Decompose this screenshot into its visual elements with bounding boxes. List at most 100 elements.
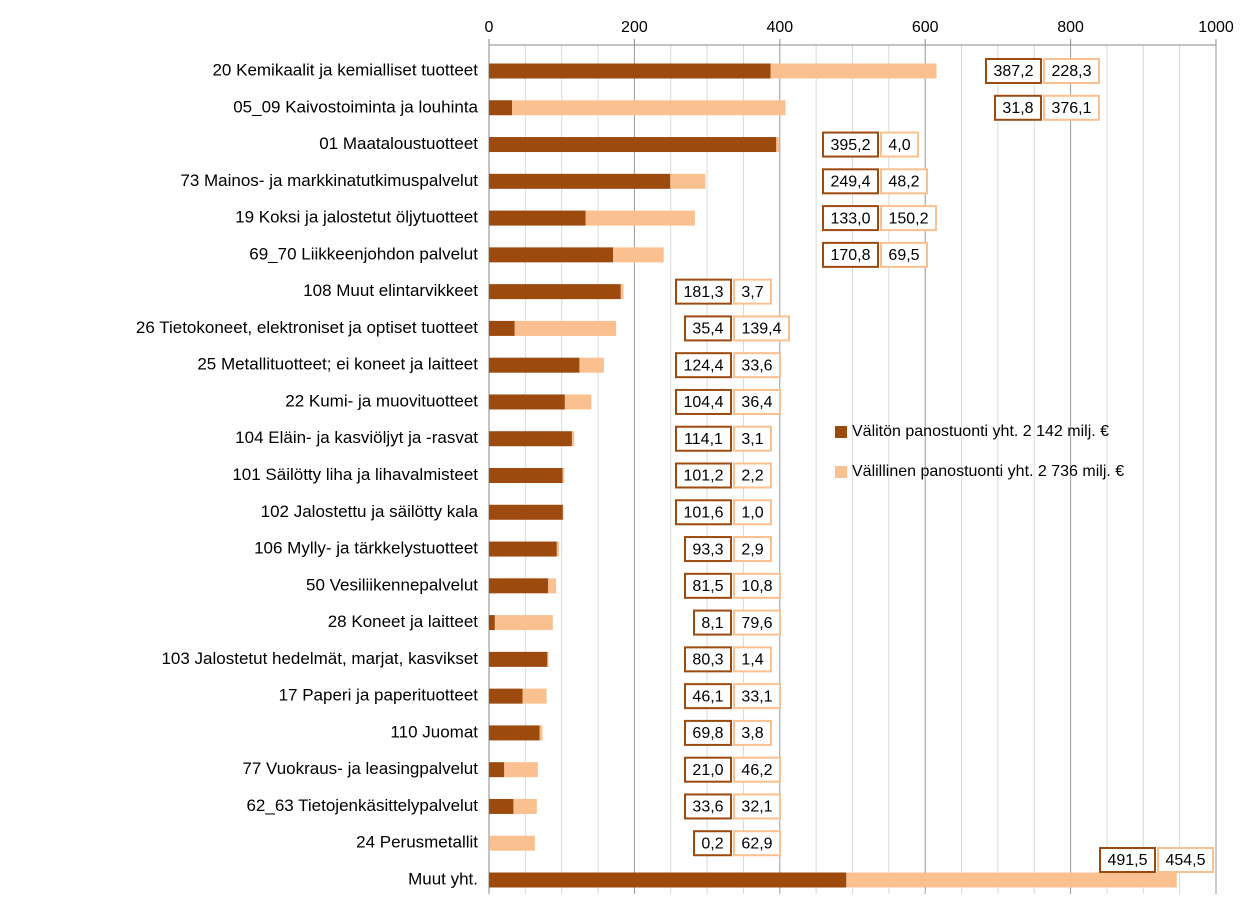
data-label: 10,8 xyxy=(741,578,772,595)
category-label: 102 Jalostettu ja säilötty kala xyxy=(261,502,479,521)
data-label: 46,2 xyxy=(741,762,772,779)
bar-segment xyxy=(770,64,936,79)
category-label: 24 Perusmetallit xyxy=(356,833,478,852)
bar-segment xyxy=(489,762,504,777)
data-label: 3,7 xyxy=(741,284,763,301)
bar-segment xyxy=(489,615,495,630)
bar-segment xyxy=(489,321,515,336)
category-label: 104 Eläin- ja kasviöljyt ja -rasvat xyxy=(235,428,478,447)
bar-segment xyxy=(489,64,770,79)
category-label: 26 Tietokoneet, elektroniset ja optiset … xyxy=(136,318,478,337)
data-label: 3,1 xyxy=(741,431,763,448)
bar-segment xyxy=(547,652,548,667)
x-tick-label: 400 xyxy=(766,19,793,36)
category-label: 28 Koneet ja laitteet xyxy=(328,612,479,631)
x-tick-label: 200 xyxy=(621,19,648,36)
x-tick-label: 800 xyxy=(1057,19,1084,36)
bar-segment xyxy=(489,578,548,593)
legend-label: Välillinen panostuonti yht. 2 736 milj. … xyxy=(852,463,1124,480)
data-label: 139,4 xyxy=(741,321,781,338)
bar-segment xyxy=(489,799,513,814)
bar-segment xyxy=(540,725,543,740)
data-label: 101,2 xyxy=(683,468,723,485)
bar-segment xyxy=(489,725,540,740)
category-label: 25 Metallituotteet; ei koneet ja laittee… xyxy=(197,355,478,374)
data-label: 33,1 xyxy=(741,688,772,705)
data-label: 395,2 xyxy=(830,137,870,154)
bar-segment xyxy=(489,468,563,483)
data-label: 376,1 xyxy=(1051,100,1091,117)
data-label: 454,5 xyxy=(1165,852,1205,869)
data-label: 33,6 xyxy=(692,799,723,816)
data-label: 21,0 xyxy=(692,762,723,779)
data-label: 33,6 xyxy=(741,357,772,374)
category-label: 22 Kumi- ja muovituotteet xyxy=(285,391,478,410)
bar-segment xyxy=(489,174,670,189)
category-label: 01 Maataloustuotteet xyxy=(319,134,478,153)
data-label: 48,2 xyxy=(888,174,919,191)
bar-segment xyxy=(621,284,624,299)
category-label: 106 Mylly- ja tärkkelystuotteet xyxy=(254,539,478,558)
data-label: 101,6 xyxy=(683,504,723,521)
data-label: 4,0 xyxy=(888,137,910,154)
bar-segment xyxy=(513,799,536,814)
legend-swatch xyxy=(835,466,847,478)
data-label: 2,9 xyxy=(741,541,763,558)
data-label: 150,2 xyxy=(888,210,928,227)
bar-segment xyxy=(489,836,535,851)
data-label: 170,8 xyxy=(830,247,870,264)
legend-label: Välitön panostuonti yht. 2 142 milj. € xyxy=(852,423,1109,440)
data-label: 69,5 xyxy=(888,247,919,264)
bar-segment xyxy=(586,211,695,226)
data-label: 32,1 xyxy=(741,799,772,816)
bar-segment xyxy=(489,873,846,888)
category-label: 62_63 Tietojenkäsittelypalvelut xyxy=(246,796,478,815)
bar-segment xyxy=(489,284,621,299)
bar-segment xyxy=(613,247,664,262)
bar-segment xyxy=(670,174,705,189)
data-label: 46,1 xyxy=(692,688,723,705)
x-tick-label: 1000 xyxy=(1198,19,1234,36)
data-label: 81,5 xyxy=(692,578,723,595)
bar-segment xyxy=(489,247,613,262)
data-label: 3,8 xyxy=(741,725,763,742)
data-label: 36,4 xyxy=(741,394,772,411)
bar-segment xyxy=(548,578,556,593)
data-label: 181,3 xyxy=(683,284,723,301)
data-label: 80,3 xyxy=(692,652,723,669)
category-label: 108 Muut elintarvikkeet xyxy=(303,281,478,300)
data-label: 8,1 xyxy=(701,615,723,632)
category-label: 73 Mainos- ja markkinatutkimuspalvelut xyxy=(180,171,478,190)
data-label: 1,4 xyxy=(741,652,763,669)
data-label: 1,0 xyxy=(741,504,763,521)
data-label: 104,4 xyxy=(683,394,723,411)
category-label: 17 Paperi ja paperituotteet xyxy=(279,686,479,705)
category-label: 77 Vuokraus- ja leasingpalvelut xyxy=(242,759,478,778)
bar-segment xyxy=(846,873,1176,888)
bar-segment xyxy=(489,505,563,520)
x-tick-label: 0 xyxy=(485,19,494,36)
data-label: 62,9 xyxy=(741,835,772,852)
category-label: 69_70 Liikkeenjohdon palvelut xyxy=(249,244,478,263)
data-label: 124,4 xyxy=(683,357,723,374)
category-label: 50 Vesiliikennepalvelut xyxy=(306,575,478,594)
bar-segment xyxy=(579,358,603,373)
bar-segment xyxy=(489,137,776,152)
bar-segment xyxy=(489,358,579,373)
bar-segment xyxy=(563,468,565,483)
category-label: 20 Kemikaalit ja kemialliset tuotteet xyxy=(212,60,478,79)
bar-segment xyxy=(489,652,547,667)
data-label: 69,8 xyxy=(692,725,723,742)
bar-segment xyxy=(523,689,547,704)
category-label: 101 Säilötty liha ja lihavalmisteet xyxy=(232,465,478,484)
data-label: 228,3 xyxy=(1051,63,1091,80)
data-label: 491,5 xyxy=(1107,852,1147,869)
bar-segment xyxy=(489,689,523,704)
bar-segment xyxy=(489,394,565,409)
bar-segment xyxy=(572,431,574,446)
data-label: 387,2 xyxy=(993,63,1033,80)
data-label: 2,2 xyxy=(741,468,763,485)
data-label: 31,8 xyxy=(1002,100,1033,117)
data-label: 35,4 xyxy=(692,321,723,338)
